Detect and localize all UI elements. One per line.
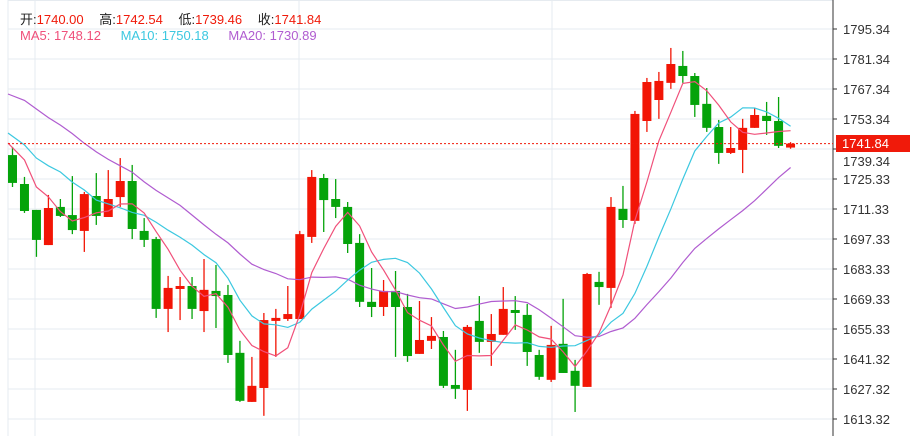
candle-body-down	[774, 121, 784, 146]
close-label: 收:	[257, 12, 275, 27]
candle-body-up	[750, 115, 760, 128]
candle-body-up	[43, 207, 53, 246]
candle-body-down	[223, 294, 233, 355]
y-tick-label: 1641.32	[843, 352, 890, 367]
candle-body-up	[642, 82, 652, 122]
candle-body-down	[235, 352, 245, 401]
candle-body-up	[654, 80, 664, 101]
candle-body-down	[355, 242, 365, 302]
y-tick-label: 1739.34	[843, 154, 890, 169]
y-tick-label: 1795.34	[843, 22, 890, 37]
candle-body-up	[462, 326, 472, 390]
candle-body-up	[115, 180, 125, 198]
candle-body-down	[558, 343, 568, 373]
candle-body-down	[187, 285, 197, 309]
ma5-value: MA5: 1748.12	[20, 28, 101, 43]
candle-body-up	[786, 143, 796, 148]
y-tick-label: 1669.33	[843, 292, 890, 307]
candle-body-down	[438, 336, 448, 386]
candle-body-up	[163, 287, 173, 309]
candle-body-up	[726, 148, 736, 153]
candle-body-up	[630, 113, 640, 221]
candle-body-up	[295, 234, 305, 319]
candle-body-down	[714, 127, 724, 153]
candle-body-up	[426, 335, 436, 341]
candle-body-down	[522, 314, 532, 352]
candle-body-down	[343, 206, 353, 244]
candle-body-down	[618, 208, 628, 220]
candle-body-down	[510, 309, 520, 313]
candle-body-down	[702, 103, 712, 128]
candle-body-down	[31, 209, 41, 240]
ohlc-readout: 开:1740.00 高:1742.54 低:1739.46 收:1741.84	[20, 9, 333, 28]
candle-body-down	[19, 183, 29, 211]
candle-body-up	[175, 285, 185, 289]
y-tick-label: 1781.34	[843, 52, 890, 67]
candle-body-up	[199, 289, 209, 312]
low-label: 低:	[178, 12, 196, 27]
y-tick-label: 1613.32	[843, 412, 890, 427]
low-value: 1739.46	[195, 12, 243, 27]
high-value: 1742.54	[115, 12, 163, 27]
candle-body-up	[379, 290, 389, 307]
high-label: 高:	[99, 12, 116, 27]
candle-body-down	[594, 281, 604, 288]
ma10-value: MA10: 1750.18	[120, 28, 209, 43]
candle-body-up	[79, 194, 89, 231]
candle-body-down	[762, 115, 772, 122]
candle-body-up	[738, 127, 748, 150]
open-value: 1740.00	[36, 12, 84, 27]
y-tick-label: 1753.34	[843, 112, 890, 127]
candle-body-down	[319, 177, 329, 201]
ma10-line	[7, 107, 791, 348]
candle-body-down	[367, 301, 377, 307]
candle-body-down	[690, 76, 700, 105]
candle-body-down	[570, 370, 580, 386]
candle-body-down	[450, 384, 460, 389]
y-tick-label: 1767.34	[843, 82, 890, 97]
ma-readout: MA5: 1748.12 MA10: 1750.18 MA20: 1730.89	[20, 28, 317, 43]
y-tick-label: 1627.32	[843, 382, 890, 397]
candle-body-down	[403, 306, 413, 357]
candle-body-down	[534, 354, 544, 377]
current-price-tag: 1741.84	[836, 135, 910, 152]
candle-body-up	[486, 333, 496, 342]
y-tick-label: 1725.33	[843, 172, 890, 187]
candle-body-down	[678, 65, 688, 77]
candle-body-up	[103, 198, 113, 217]
candle-body-down	[8, 155, 17, 183]
candle-body-up	[271, 317, 281, 321]
candle-body-down	[139, 230, 149, 240]
candle-body-down	[127, 180, 137, 229]
ma20-line	[7, 93, 791, 338]
candle-body-up	[259, 320, 269, 388]
close-value: 1741.84	[274, 12, 322, 27]
candle-body-up	[606, 206, 616, 288]
candle-body-up	[247, 385, 257, 402]
y-tick-label: 1683.33	[843, 262, 890, 277]
candle-body-down	[91, 195, 101, 216]
candle-body-up	[666, 64, 676, 83]
candle-body-up	[283, 314, 293, 319]
candle-body-down	[474, 320, 484, 342]
y-tick-label: 1711.33	[843, 202, 889, 217]
candle-body-up	[582, 273, 592, 387]
candle-body-up	[546, 344, 556, 380]
candle-body-down	[331, 198, 341, 207]
y-tick-label: 1655.33	[843, 322, 890, 337]
candle-body-down	[67, 215, 77, 231]
candle-body-up	[498, 308, 508, 335]
candle-body-down	[391, 290, 401, 307]
ma20-value: MA20: 1730.89	[228, 28, 317, 43]
candle-body-up	[414, 339, 424, 354]
ma5-line	[7, 80, 791, 368]
candle-body-down	[151, 239, 161, 309]
candle-body-up	[307, 176, 317, 237]
y-tick-label: 1697.33	[843, 232, 890, 247]
open-label: 开:	[20, 12, 37, 27]
